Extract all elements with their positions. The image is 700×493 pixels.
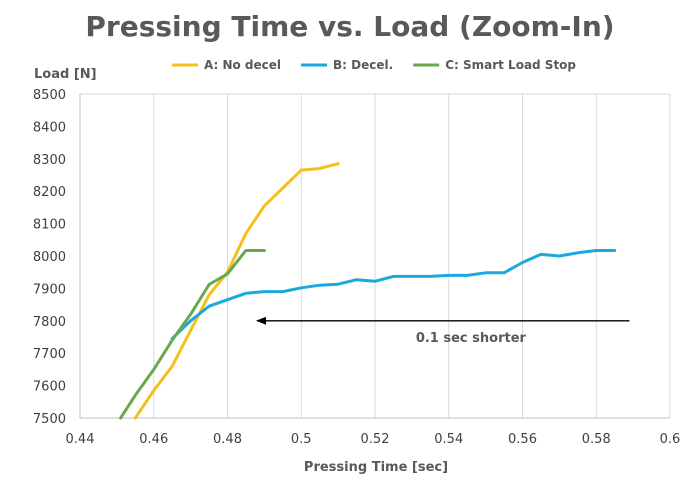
legend-label-2: B: Decel. — [333, 58, 393, 72]
annotation-layer: 0.1 sec shorter — [256, 316, 630, 346]
y-tick-label: 7700 — [33, 347, 66, 362]
y-tick-label: 8200 — [33, 185, 66, 200]
y-tick-label: 7600 — [33, 380, 66, 395]
annotation-text: 0.1 sec shorter — [416, 331, 527, 346]
x-tick-label: 0.56 — [508, 432, 537, 447]
y-axis-title: Load [N] — [34, 67, 97, 82]
x-tick-label: 0.54 — [434, 432, 463, 447]
series-line-2 — [170, 249, 617, 341]
y-tick-label: 8500 — [33, 88, 66, 103]
y-tick-label: 8000 — [33, 250, 66, 265]
x-tick-label: 0.46 — [139, 432, 168, 447]
grid-layer — [79, 93, 671, 418]
x-tick-label: 0.48 — [213, 432, 242, 447]
y-tick-label: 8300 — [33, 153, 66, 168]
y-tick-label: 7500 — [33, 412, 66, 427]
y-tick-label: 7900 — [33, 282, 66, 297]
series-line-1 — [133, 162, 340, 420]
legend-label-1: A: No decel — [204, 58, 281, 72]
legend-label-3: C: Smart Load Stop — [445, 58, 576, 72]
x-tick-label: 0.44 — [66, 432, 95, 447]
legend-layer: A: No decel B: Decel. C: Smart Load Stop — [171, 58, 576, 72]
x-axis-title: Pressing Time [sec] — [304, 460, 448, 475]
chart-title: Pressing Time vs. Load (Zoom-In) — [85, 10, 615, 43]
y-tick-label: 8100 — [33, 218, 66, 233]
y-tick-label: 7800 — [33, 315, 66, 330]
x-tick-label: 0.52 — [361, 432, 390, 447]
x-tick-label: 0.6 — [660, 432, 681, 447]
series-line-3 — [119, 249, 266, 420]
series-layer — [119, 162, 617, 420]
x-tick-label: 0.58 — [582, 432, 611, 447]
y-tick-label: 8400 — [33, 120, 66, 135]
x-tick-label: 0.5 — [291, 432, 312, 447]
axis-layer: 0.44 0.46 0.48 0.5 0.52 0.54 0.56 0.58 0.6 7500 76… — [33, 88, 680, 447]
